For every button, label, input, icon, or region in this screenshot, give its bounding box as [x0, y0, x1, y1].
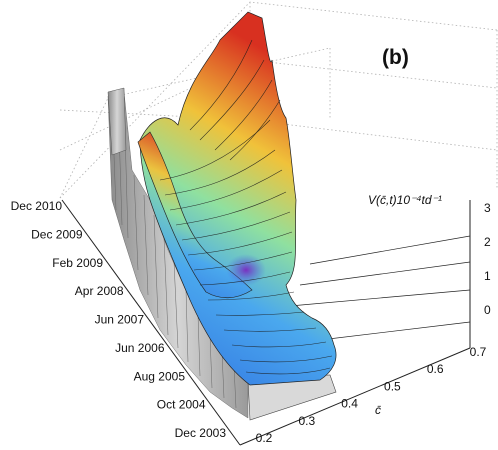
z-axis-ticks: 0 1 2 3	[484, 201, 491, 317]
surface-front-ridge	[137, 131, 253, 299]
y-tick-label: Jun 2007	[95, 313, 145, 327]
z-tick-label: 1	[484, 269, 491, 283]
surface-main	[139, 11, 337, 386]
x-tick-label: 0.6	[427, 362, 444, 376]
surface-back-fin	[107, 87, 127, 156]
x-axis-ticks: 0.2 0.3 0.4 0.5 0.6 0.7	[256, 345, 487, 445]
y-tick-label: Feb 2009	[52, 256, 103, 270]
surface-hotspot	[226, 254, 266, 286]
y-tick-label: Dec 2003	[175, 426, 227, 440]
z-tick-label: 0	[484, 303, 491, 317]
axis-frame	[61, 199, 471, 446]
y-axis-ticks: Dec 2003 Oct 2004 Aug 2005 Jun 2006 Jun 2007…	[11, 199, 227, 440]
y-tick-label: Dec 2010	[11, 199, 63, 213]
floor-grid	[289, 235, 471, 341]
y-tick-label: Dec 2009	[31, 227, 83, 241]
x-tick-label: 0.2	[256, 431, 273, 445]
x-tick-label: 0.7	[470, 345, 487, 359]
panel-label: (b)	[382, 46, 409, 69]
y-tick-label: Aug 2005	[134, 369, 186, 383]
z-axis-title: V(c̄,t)10⁻⁴td⁻¹	[368, 193, 442, 207]
surface-contours	[159, 39, 333, 375]
x-tick-label: 0.3	[298, 414, 315, 428]
x-tick-label: 0.4	[341, 397, 358, 411]
x-tick-label: 0.5	[384, 379, 401, 393]
y-tick-label: Oct 2004	[157, 398, 206, 412]
z-tick-label: 3	[484, 201, 491, 215]
x-axis-title: c̄	[375, 403, 381, 417]
z-tick-label: 2	[484, 235, 491, 249]
y-tick-label: Jun 2006	[115, 341, 165, 355]
y-tick-label: Apr 2008	[75, 284, 124, 298]
